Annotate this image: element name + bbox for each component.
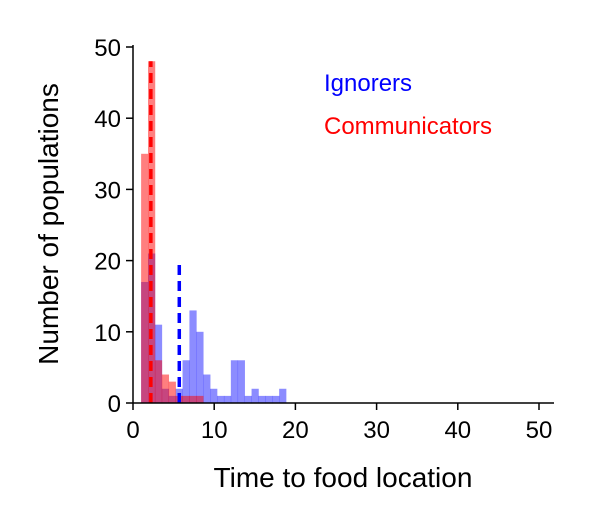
ignorers-bar-19 — [272, 395, 280, 403]
communicators-bar-7 — [189, 395, 197, 403]
y-tick-label-40: 40 — [94, 106, 121, 133]
x-tick-label-20: 20 — [282, 417, 309, 444]
y-tick-label-30: 30 — [94, 177, 121, 204]
ignorers-bar-15 — [244, 395, 252, 403]
ignorers-bar-16 — [251, 388, 259, 403]
ignorers-bar-7 — [189, 310, 197, 403]
ignorers-bar-9 — [203, 374, 211, 403]
ignorers-bar-14 — [237, 360, 245, 403]
x-tick-label-0: 0 — [126, 417, 139, 444]
communicators-bar-4 — [168, 381, 176, 403]
axis-ticks: 0 10 20 30 40 50 0 10 20 30 40 50 — [94, 35, 552, 444]
ignorers-bar-8 — [196, 331, 204, 403]
x-tick-label-30: 30 — [363, 417, 390, 444]
ignorers-bar-6 — [182, 360, 190, 403]
legend-ignorers: Ignorers — [324, 70, 412, 97]
ignorers-bar-11 — [217, 395, 225, 403]
y-tick-label-10: 10 — [94, 320, 121, 347]
communicators-bar-1 — [148, 61, 156, 404]
x-tick-label-50: 50 — [526, 417, 553, 444]
y-tick-label-0: 0 — [108, 391, 121, 418]
y-axis-label: Number of populations — [33, 83, 64, 365]
communicators-bar-6 — [182, 395, 190, 403]
x-axis-label: Time to food location — [214, 462, 473, 493]
communicators-bar-8 — [196, 395, 204, 403]
ignorers-bar-18 — [265, 395, 273, 403]
histogram-bars — [141, 61, 287, 404]
legend-communicators: Communicators — [324, 113, 492, 140]
ignorers-bar-13 — [230, 360, 239, 403]
communicators-bar-0 — [141, 153, 149, 403]
mean-lines — [149, 61, 182, 403]
y-tick-label-50: 50 — [94, 35, 121, 62]
communicators-bar-3 — [161, 374, 170, 403]
ignorers-bar-17 — [258, 395, 266, 403]
y-tick-label-20: 20 — [94, 249, 121, 276]
ignorers-bar-10 — [210, 388, 218, 403]
ignorers-bar-20 — [279, 388, 287, 403]
ignorers-bar-12 — [223, 395, 232, 403]
communicators-bar-2 — [154, 360, 163, 403]
x-tick-label-40: 40 — [444, 417, 471, 444]
x-tick-label-10: 10 — [201, 417, 228, 444]
